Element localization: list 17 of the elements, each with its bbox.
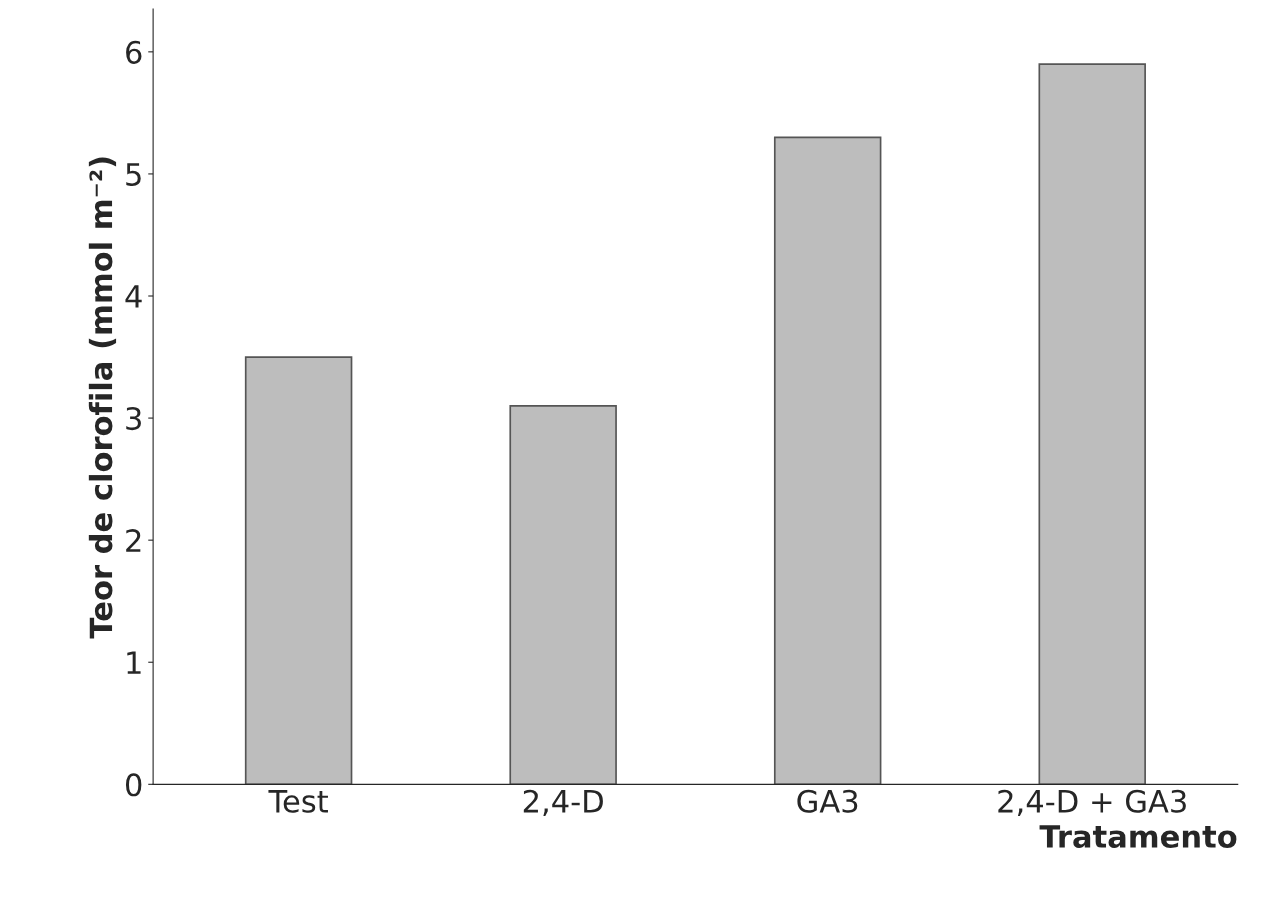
y-tick-label: 4 (125, 285, 142, 308)
y-tick-label: 5 (126, 163, 141, 186)
bar (1038, 63, 1146, 785)
x-tick-label: 2,4-D (523, 789, 603, 816)
bar (244, 356, 353, 785)
bar (509, 405, 617, 785)
x-axis-title: Tratamento (1039, 825, 1237, 848)
x-tick-label: GA3 (797, 789, 858, 813)
y-tick-label: 6 (126, 40, 142, 64)
y-axis-title: Teor de clorofila (mmol m⁻²) (88, 157, 117, 639)
x-tick-label: Test (268, 790, 328, 813)
x-tick-label: 2,4-D + GA3 (998, 789, 1186, 816)
y-tick-label: 3 (126, 407, 141, 431)
y-tick-label: 0 (125, 773, 142, 797)
bar (773, 136, 882, 785)
y-tick-label: 1 (127, 651, 141, 674)
y-tick-label: 2 (126, 529, 141, 552)
